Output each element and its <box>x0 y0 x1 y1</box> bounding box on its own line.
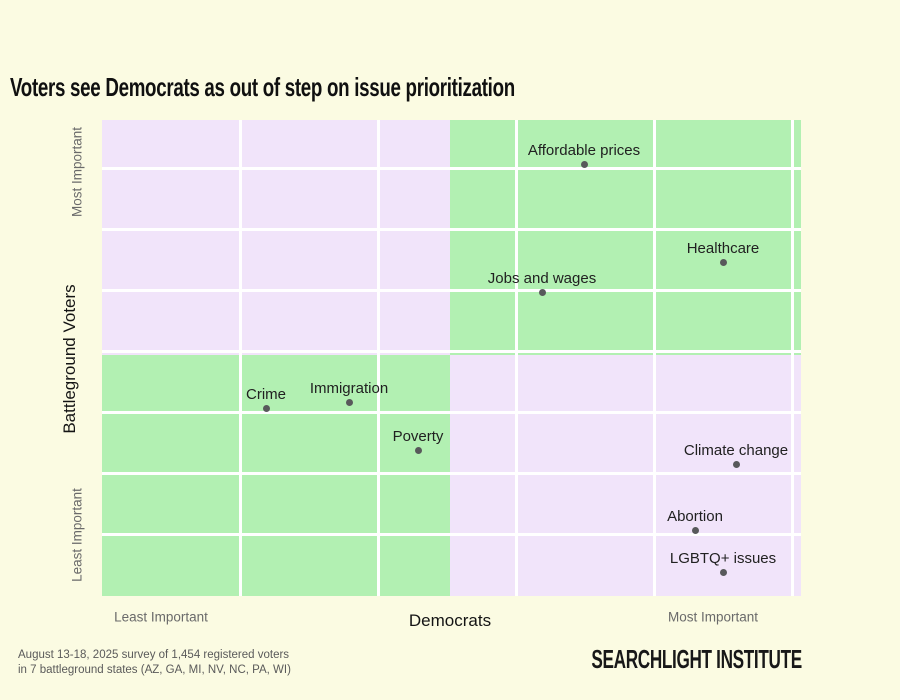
y-axis-label-most-important: Most Important <box>69 126 85 218</box>
x-axis-title: Democrats <box>408 611 492 630</box>
point-dot-icon <box>691 526 699 534</box>
point-dot-icon <box>719 258 727 266</box>
h-gridline <box>102 533 801 536</box>
quadrant-bottom-left <box>102 355 450 596</box>
h-gridline <box>102 228 801 231</box>
point-label: Immigration <box>309 380 389 397</box>
point-dot-icon <box>538 288 546 296</box>
point-dot-icon <box>732 460 740 468</box>
source-note: August 13-18, 2025 survey of 1,454 regis… <box>18 648 291 678</box>
v-gridline <box>791 120 794 596</box>
point-label: Crime <box>246 386 286 403</box>
h-gridline <box>102 167 801 170</box>
y-axis-label-least-important: Least Important <box>69 488 85 582</box>
quadrant-top-left <box>102 120 450 355</box>
x-axis-label-most-important: Most Important <box>667 609 759 625</box>
point-dot-icon <box>345 398 353 406</box>
point-dot-icon <box>262 404 270 412</box>
v-gridline <box>239 120 242 596</box>
plot-area: Affordable prices Healthcare Jobs and wage… <box>102 120 801 596</box>
point-label: Jobs and wages <box>487 270 597 287</box>
point-label: Abortion <box>667 508 723 525</box>
quadrant-top-right <box>450 120 801 355</box>
quadrant-bottom-right <box>450 355 801 596</box>
point-dot-icon <box>580 160 588 168</box>
point-dot-icon <box>719 568 727 576</box>
h-gridline <box>102 472 801 475</box>
v-gridline <box>377 120 380 596</box>
point-label: Affordable prices <box>527 142 641 159</box>
h-gridline <box>102 350 801 353</box>
y-axis-title: Battleground Voters <box>60 284 79 434</box>
point-dot-icon <box>414 446 422 454</box>
source-note-line2: in 7 battleground states (AZ, GA, MI, NV… <box>18 664 291 676</box>
h-gridline <box>102 411 801 414</box>
h-gridline <box>102 289 801 292</box>
point-label: Climate change <box>683 442 789 459</box>
point-label: LGBTQ+ issues <box>669 550 777 567</box>
searchlight-institute-logo: SEARCHLIGHT INSTITUTE <box>591 644 803 674</box>
source-note-line1: August 13-18, 2025 survey of 1,454 regis… <box>18 649 290 661</box>
x-axis-label-least-important: Least Important <box>114 609 208 625</box>
point-label: Poverty <box>392 428 444 445</box>
v-gridline <box>653 120 656 596</box>
point-label: Healthcare <box>686 240 760 257</box>
chart-title: Voters see Democrats as out of step on i… <box>10 72 515 103</box>
v-gridline <box>515 120 518 596</box>
